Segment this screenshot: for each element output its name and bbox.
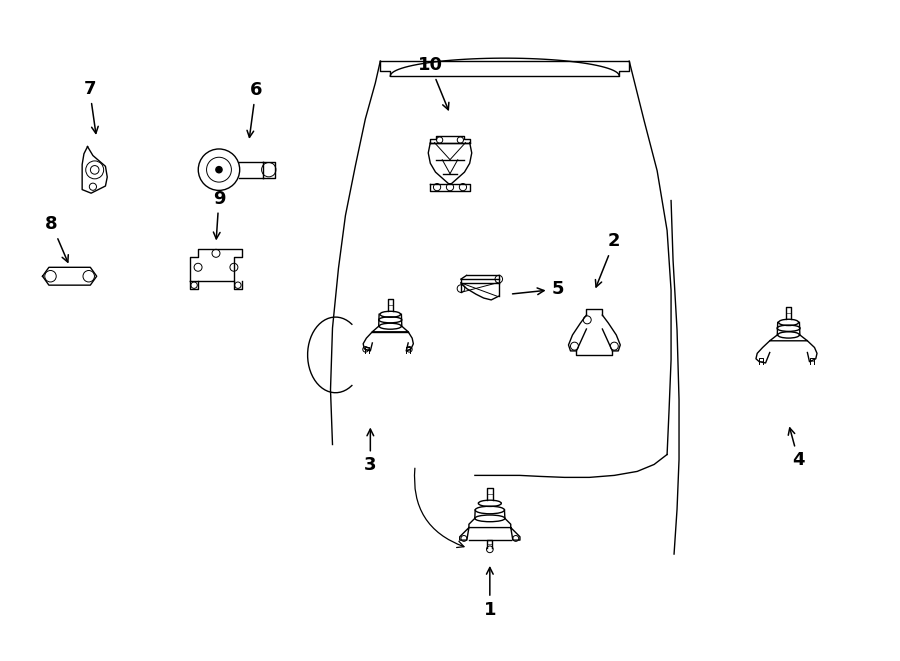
Text: 10: 10 <box>418 56 449 110</box>
Circle shape <box>216 167 222 173</box>
Text: 7: 7 <box>84 80 98 134</box>
Text: 4: 4 <box>788 428 805 469</box>
Text: 9: 9 <box>212 190 225 239</box>
Text: 3: 3 <box>364 429 376 475</box>
Text: 6: 6 <box>247 81 262 137</box>
Text: 2: 2 <box>596 233 621 287</box>
Text: 5: 5 <box>512 280 563 298</box>
Text: 1: 1 <box>483 568 496 619</box>
Text: 8: 8 <box>45 215 68 262</box>
FancyArrowPatch shape <box>415 468 464 547</box>
